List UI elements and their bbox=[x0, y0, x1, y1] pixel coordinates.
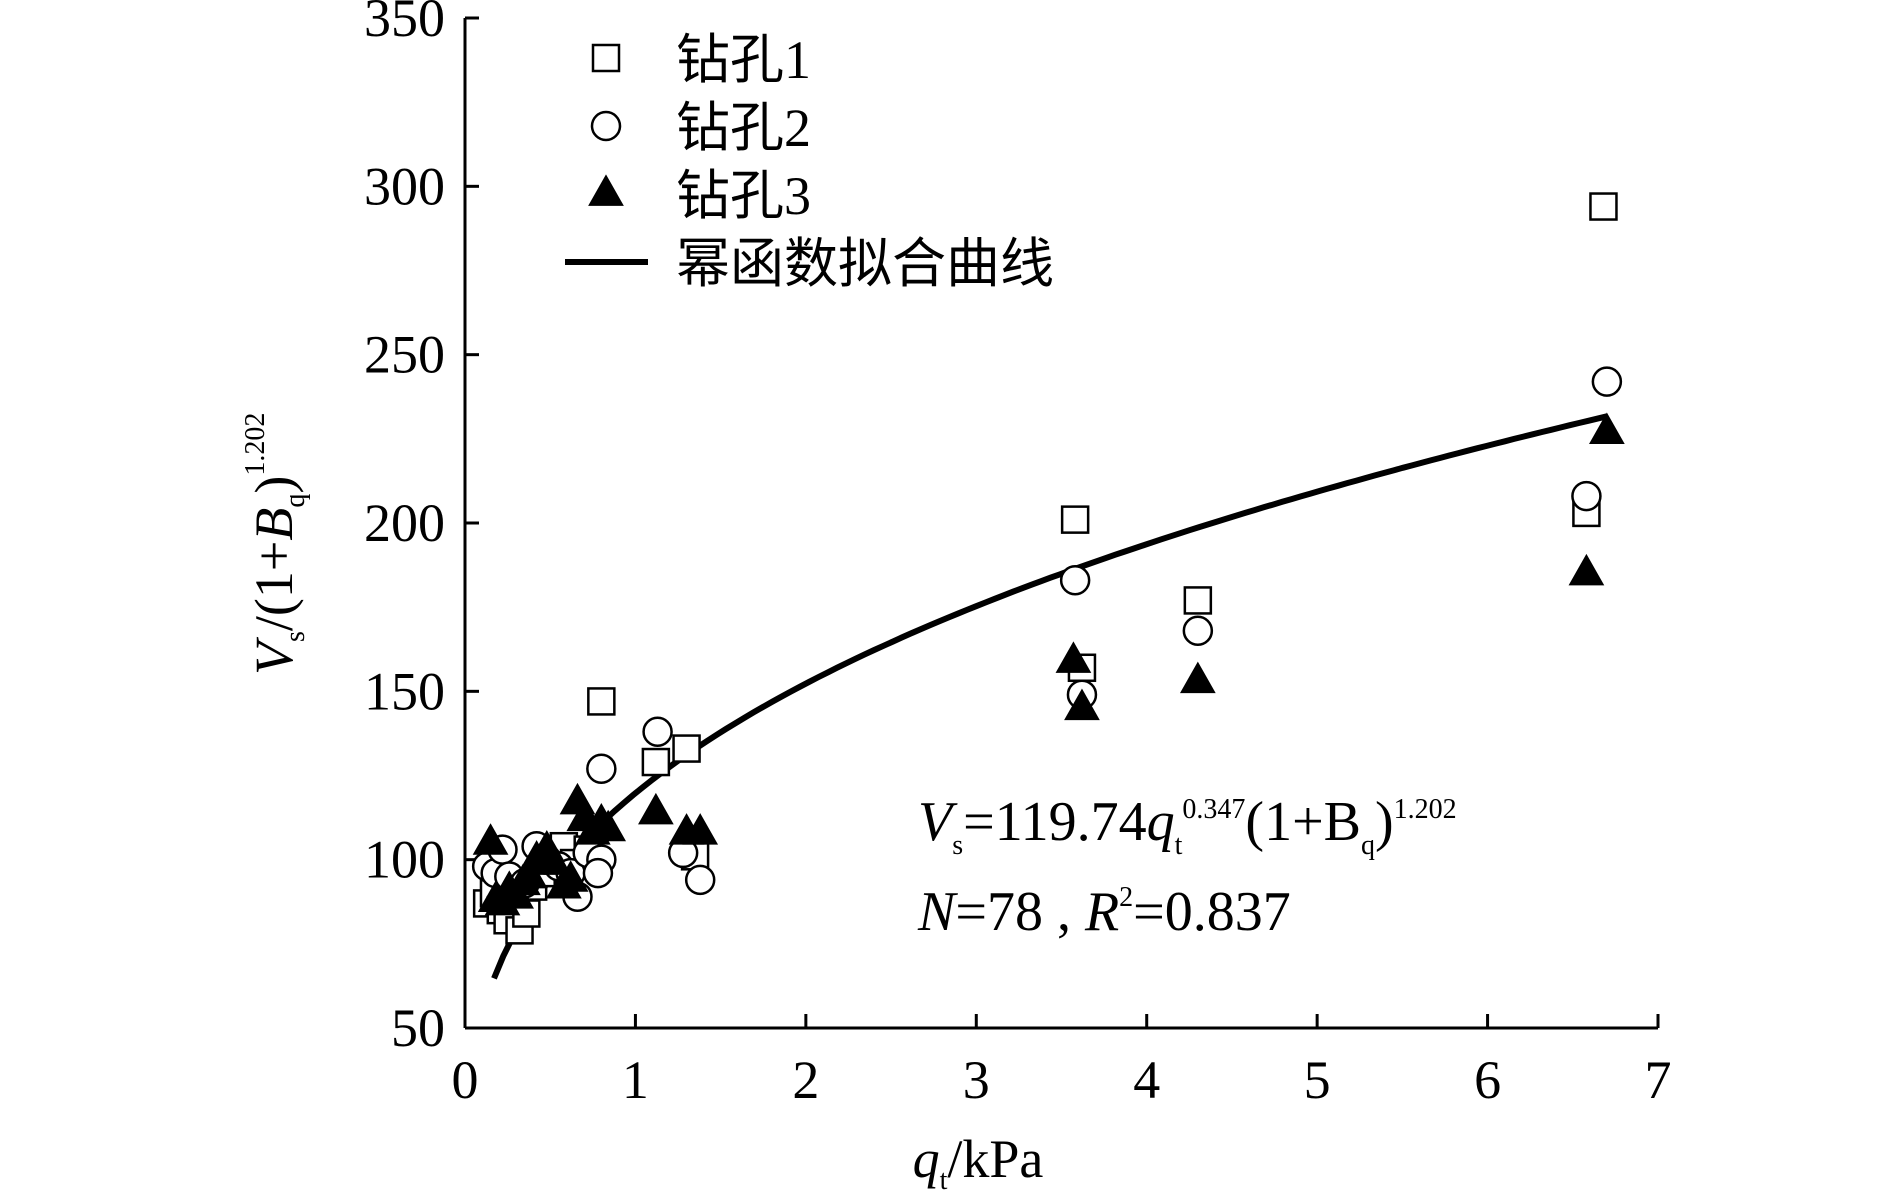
data-point bbox=[1589, 412, 1625, 444]
x-tick-label: 4 bbox=[1133, 1050, 1160, 1110]
data-point bbox=[472, 823, 509, 855]
data-point bbox=[638, 792, 674, 825]
legend-marker bbox=[590, 110, 622, 142]
y-tick-label: 250 bbox=[364, 325, 445, 385]
data-point bbox=[642, 716, 673, 747]
y-tick-label: 50 bbox=[391, 998, 445, 1058]
y-tick-label: 300 bbox=[364, 156, 445, 216]
data-point bbox=[582, 857, 614, 889]
data-point bbox=[590, 809, 627, 842]
fit-equation: Vs=119.74qt0.347(1+Bq)1.202 bbox=[918, 791, 1457, 861]
data-point bbox=[1591, 366, 1623, 397]
data-point bbox=[1182, 615, 1214, 646]
y-tick-label: 100 bbox=[364, 830, 445, 890]
x-tick-label: 6 bbox=[1474, 1050, 1501, 1110]
data-point bbox=[1589, 192, 1618, 221]
data-point bbox=[1064, 688, 1100, 721]
x-axis-label: qt/kPa bbox=[913, 1129, 1044, 1195]
data-point bbox=[1571, 480, 1602, 512]
data-point bbox=[1060, 505, 1090, 534]
legend-label: 钻孔1 bbox=[676, 30, 811, 90]
series-3 bbox=[472, 412, 1625, 916]
data-point bbox=[684, 864, 716, 896]
data-point bbox=[672, 734, 701, 763]
legend-marker bbox=[588, 174, 624, 206]
y-axis-label: Vs/(1+Bq)1.202 bbox=[240, 413, 311, 675]
data-points bbox=[471, 192, 1625, 945]
legend-label: 幂函数拟合曲线 bbox=[676, 234, 1054, 294]
data-point bbox=[1179, 661, 1216, 694]
x-tick-label: 2 bbox=[792, 1050, 819, 1110]
x-tick-label: 0 bbox=[452, 1050, 479, 1110]
data-point bbox=[587, 687, 616, 716]
data-point bbox=[641, 747, 671, 777]
y-tick-label: 350 bbox=[364, 0, 445, 48]
data-point bbox=[1568, 553, 1605, 586]
x-tick-label: 1 bbox=[622, 1050, 649, 1110]
y-tick-label: 150 bbox=[364, 661, 445, 721]
x-tick-label: 3 bbox=[963, 1050, 990, 1110]
data-point bbox=[552, 860, 589, 892]
data-point bbox=[1183, 586, 1213, 615]
y-tick-label: 200 bbox=[364, 493, 445, 553]
data-point bbox=[1059, 564, 1091, 596]
legend-marker bbox=[591, 43, 621, 73]
legend: 钻孔1 钻孔2 钻孔3 幂函数拟合曲线 bbox=[565, 30, 1054, 294]
axis-ticks: 0 1 2 3 4 5 6 7 50 100 150 200 250 300 350 bbox=[364, 0, 1672, 1110]
legend-label: 钻孔2 bbox=[676, 98, 811, 158]
fit-statistics: N=78 , R2=0.837 bbox=[917, 881, 1291, 943]
x-tick-label: 7 bbox=[1645, 1050, 1672, 1110]
data-point bbox=[682, 813, 719, 845]
legend-label: 钻孔3 bbox=[676, 166, 811, 226]
data-point bbox=[535, 843, 572, 875]
data-point bbox=[1055, 641, 1092, 673]
x-tick-label: 5 bbox=[1304, 1050, 1331, 1110]
data-point bbox=[586, 753, 617, 785]
